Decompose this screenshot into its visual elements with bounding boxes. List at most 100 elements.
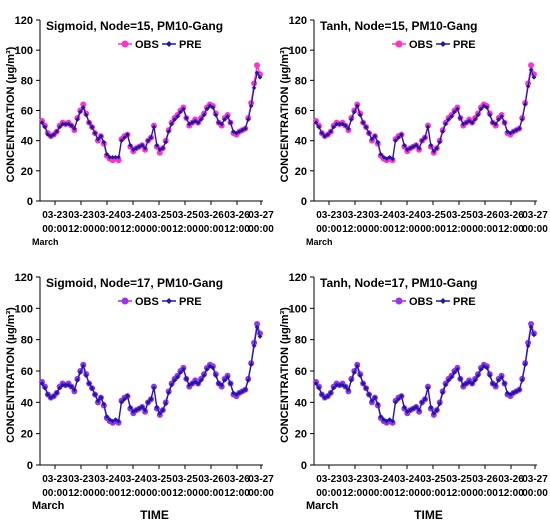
point-pre xyxy=(172,117,177,122)
point-pre xyxy=(142,407,148,413)
point-pre xyxy=(148,135,154,140)
x-tick-label: 03-24 00:00 xyxy=(94,474,120,499)
point-pre xyxy=(245,378,251,383)
point-pre xyxy=(425,385,431,391)
point-pre xyxy=(192,379,198,385)
legend-label: OBS xyxy=(135,296,159,308)
point-pre xyxy=(186,382,192,388)
point-pre xyxy=(375,139,381,145)
point-pre xyxy=(519,117,525,122)
point-obs xyxy=(254,321,261,327)
x-tick-label: 03-23 00:00 xyxy=(316,474,342,499)
point-pre xyxy=(157,411,163,416)
y-tick-label: 120 xyxy=(289,272,307,284)
point-pre xyxy=(219,382,225,388)
x-tick-label: 03-24 00:00 xyxy=(94,210,120,235)
point-pre xyxy=(449,114,454,119)
point-pre xyxy=(139,142,145,148)
legend-label: OBS xyxy=(409,39,433,51)
point-pre xyxy=(522,362,528,368)
point-pre xyxy=(431,411,437,416)
point-pre xyxy=(145,400,151,405)
point-pre xyxy=(216,120,222,125)
point-pre xyxy=(413,404,419,410)
x-tick-label: 03-27 00:00 xyxy=(248,474,274,499)
y-tick-label: 0 xyxy=(301,196,307,208)
point-pre xyxy=(169,121,174,127)
point-pre xyxy=(154,404,160,410)
point-pre xyxy=(125,132,130,137)
point-pre xyxy=(325,393,331,399)
point-pre xyxy=(331,124,336,130)
point-pre xyxy=(184,115,189,121)
point-pre xyxy=(325,132,331,137)
point-pre xyxy=(166,129,171,134)
legend-marker xyxy=(166,298,172,304)
legend-marker xyxy=(440,298,446,304)
point-pre xyxy=(128,142,133,148)
point-pre xyxy=(472,117,478,122)
point-pre xyxy=(178,370,183,375)
point-pre xyxy=(502,381,507,386)
point-pre xyxy=(452,370,457,375)
x-tick-label: 03-26 00:00 xyxy=(198,474,224,499)
legend-marker xyxy=(121,40,129,48)
point-pre xyxy=(242,126,248,131)
point-pre xyxy=(313,120,319,125)
point-pre xyxy=(83,112,89,118)
point-pre xyxy=(210,365,216,371)
point-pre xyxy=(72,126,77,131)
point-pre xyxy=(184,376,189,382)
point-pre xyxy=(449,374,454,380)
point-pre xyxy=(496,117,501,122)
point-pre xyxy=(478,106,484,112)
point-pre xyxy=(54,390,60,396)
point-pre xyxy=(192,118,198,124)
y-tick-label: 40 xyxy=(295,136,307,148)
x-tick-label: 03-26 12:00 xyxy=(498,474,524,499)
point-pre xyxy=(349,378,354,383)
point-pre xyxy=(128,404,133,410)
point-pre xyxy=(490,120,496,125)
point-pre xyxy=(399,393,404,399)
point-pre xyxy=(89,124,95,130)
x-tick-label: 03-24 00:00 xyxy=(368,210,394,235)
point-pre xyxy=(136,406,142,411)
x-tick-label: 03-26 12:00 xyxy=(224,210,250,235)
x-extra-label: March xyxy=(306,500,339,512)
point-pre xyxy=(181,106,186,112)
point-pre xyxy=(475,112,481,118)
point-pre xyxy=(237,390,242,396)
panel-title: Tanh, Node=15, PM10-Gang xyxy=(320,19,477,33)
point-pre xyxy=(257,334,263,339)
point-pre xyxy=(172,378,177,383)
x-tick-label: 03-25 00:00 xyxy=(146,210,172,235)
point-pre xyxy=(331,385,336,391)
point-pre xyxy=(248,103,254,109)
point-obs xyxy=(156,149,163,156)
legend-label: OBS xyxy=(409,296,433,308)
y-tick-label: 100 xyxy=(15,303,33,315)
legend-label: OBS xyxy=(135,39,159,51)
y-tick-label: 20 xyxy=(295,429,307,441)
point-pre xyxy=(101,139,107,145)
x-tick-label: 03-23 12:00 xyxy=(68,474,94,499)
y-tick-label: 100 xyxy=(289,45,307,57)
point-pre xyxy=(357,112,363,118)
y-tick-label: 80 xyxy=(295,335,307,347)
x-tick-label: 03-23 12:00 xyxy=(342,474,368,499)
point-pre xyxy=(346,126,351,131)
point-pre xyxy=(54,129,60,134)
point-pre xyxy=(528,67,534,73)
y-axis-title: CONCENTRATION (µg/m³) xyxy=(279,307,291,443)
point-pre xyxy=(505,129,510,134)
point-pre xyxy=(413,142,419,148)
x-axis-title: TIME xyxy=(414,508,443,522)
point-pre xyxy=(322,395,328,400)
point-pre xyxy=(437,401,443,407)
point-pre xyxy=(116,154,121,160)
point-pre xyxy=(104,151,110,157)
